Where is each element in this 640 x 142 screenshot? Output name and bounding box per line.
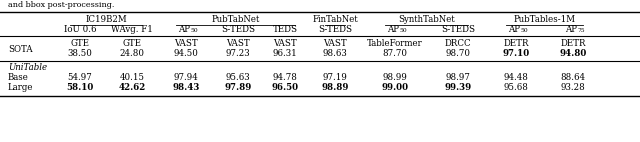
- Text: 98.89: 98.89: [321, 83, 349, 92]
- Text: 94.48: 94.48: [504, 74, 529, 83]
- Text: 94.50: 94.50: [173, 50, 198, 59]
- Text: 99.39: 99.39: [444, 83, 472, 92]
- Text: 58.10: 58.10: [67, 83, 93, 92]
- Text: 40.15: 40.15: [120, 74, 145, 83]
- Text: 94.80: 94.80: [559, 50, 587, 59]
- Text: VAST: VAST: [323, 39, 347, 49]
- Text: IC19B2M: IC19B2M: [85, 15, 127, 25]
- Text: 97.94: 97.94: [173, 74, 198, 83]
- Text: 95.68: 95.68: [504, 83, 529, 92]
- Text: 50: 50: [190, 29, 198, 34]
- Text: TableFormer: TableFormer: [367, 39, 423, 49]
- Text: DRCC: DRCC: [445, 39, 471, 49]
- Text: DETR: DETR: [503, 39, 529, 49]
- Text: 97.23: 97.23: [226, 50, 250, 59]
- Text: GTE: GTE: [122, 39, 141, 49]
- Text: VAST: VAST: [273, 39, 297, 49]
- Text: 99.00: 99.00: [381, 83, 408, 92]
- Text: Base: Base: [8, 74, 29, 83]
- Text: S-TEDS: S-TEDS: [318, 25, 352, 34]
- Text: Large: Large: [8, 83, 33, 92]
- Text: 97.89: 97.89: [225, 83, 252, 92]
- Text: SOTA: SOTA: [8, 44, 33, 54]
- Text: S-TEDS: S-TEDS: [441, 25, 475, 34]
- Text: WAvg. F1: WAvg. F1: [111, 25, 153, 34]
- Text: 98.43: 98.43: [172, 83, 200, 92]
- Text: 24.80: 24.80: [120, 50, 145, 59]
- Text: 98.63: 98.63: [323, 50, 348, 59]
- Text: UniTable: UniTable: [8, 63, 47, 73]
- Text: AP: AP: [178, 25, 190, 34]
- Text: 88.64: 88.64: [561, 74, 586, 83]
- Text: 96.31: 96.31: [273, 50, 298, 59]
- Text: DETR: DETR: [560, 39, 586, 49]
- Text: SynthTabNet: SynthTabNet: [398, 15, 455, 25]
- Text: GTE: GTE: [70, 39, 90, 49]
- Text: IoU 0.6: IoU 0.6: [64, 25, 96, 34]
- Text: 98.70: 98.70: [445, 50, 470, 59]
- Text: 97.10: 97.10: [502, 50, 530, 59]
- Text: 75: 75: [577, 29, 584, 34]
- Text: 93.28: 93.28: [561, 83, 586, 92]
- Text: 98.99: 98.99: [383, 74, 408, 83]
- Text: 97.19: 97.19: [323, 74, 348, 83]
- Text: AP: AP: [387, 25, 399, 34]
- Text: AP: AP: [565, 25, 577, 34]
- Text: 96.50: 96.50: [271, 83, 299, 92]
- Text: 87.70: 87.70: [383, 50, 408, 59]
- Text: VAST: VAST: [174, 39, 198, 49]
- Text: and bbox post-processing.: and bbox post-processing.: [8, 1, 115, 9]
- Text: S-TEDS: S-TEDS: [221, 25, 255, 34]
- Text: 50: 50: [399, 29, 406, 34]
- Text: TEDS: TEDS: [273, 25, 298, 34]
- Text: FinTabNet: FinTabNet: [312, 15, 358, 25]
- Text: PubTabNet: PubTabNet: [211, 15, 260, 25]
- Text: VAST: VAST: [226, 39, 250, 49]
- Text: 98.97: 98.97: [445, 74, 470, 83]
- Text: AP: AP: [508, 25, 520, 34]
- Text: 50: 50: [520, 29, 527, 34]
- Text: 42.62: 42.62: [118, 83, 146, 92]
- Text: 54.97: 54.97: [68, 74, 92, 83]
- Text: 38.50: 38.50: [68, 50, 92, 59]
- Text: 95.63: 95.63: [226, 74, 250, 83]
- Text: PubTables-1M: PubTables-1M: [513, 15, 575, 25]
- Text: 94.78: 94.78: [273, 74, 298, 83]
